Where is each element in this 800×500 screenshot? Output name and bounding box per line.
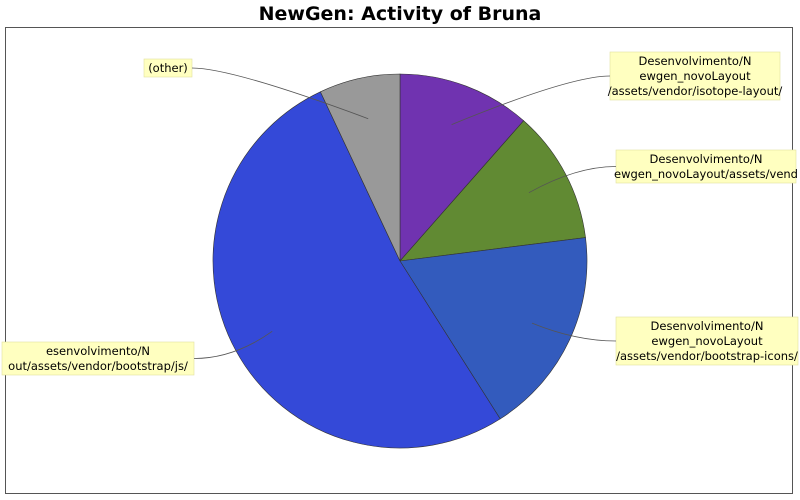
slice-leader-line-4 (191, 67, 369, 120)
slice-label-0-line-0: Desenvolvimento/N (639, 54, 752, 68)
pie-slice-4 (319, 73, 401, 262)
slice-label-2-line-1: ewgen_novoLayout (651, 334, 763, 348)
pie-slice-1 (399, 120, 586, 262)
slice-label-4-line-0: (other) (148, 61, 188, 75)
slice-label-1-line-1: ewgen_novoLayout/assets/vend (614, 167, 798, 181)
slice-label-3-line-1: out/assets/vendor/bootstrap/js/ (8, 359, 188, 373)
pie-slice-2 (399, 237, 588, 420)
slice-leader-line-2 (531, 322, 617, 342)
pie-slice-0 (399, 73, 525, 262)
slice-label-box-2 (615, 316, 799, 366)
slice-label-0-line-1: ewgen_novoLayout (639, 69, 751, 83)
slice-label-0-line-2: /assets/vendor/isotope-layout/ (608, 84, 783, 98)
slice-leader-line-3 (193, 330, 273, 359)
chart-title: NewGen: Activity of Bruna (258, 3, 542, 25)
slice-label-3-line-0: esenvolvimento/N (46, 344, 150, 358)
slice-label-1-line-0: Desenvolvimento/N (650, 152, 763, 166)
slice-label-2-line-0: Desenvolvimento/N (651, 319, 764, 333)
slice-leader-line-1 (528, 166, 617, 194)
slice-label-box-0 (609, 51, 781, 101)
slice-label-box-3 (1, 341, 195, 376)
slice-label-box-1 (615, 149, 797, 184)
slice-label-2-line-2: /assets/vendor/bootstrap-icons/ (616, 349, 798, 363)
slice-leader-line-0 (451, 75, 611, 125)
